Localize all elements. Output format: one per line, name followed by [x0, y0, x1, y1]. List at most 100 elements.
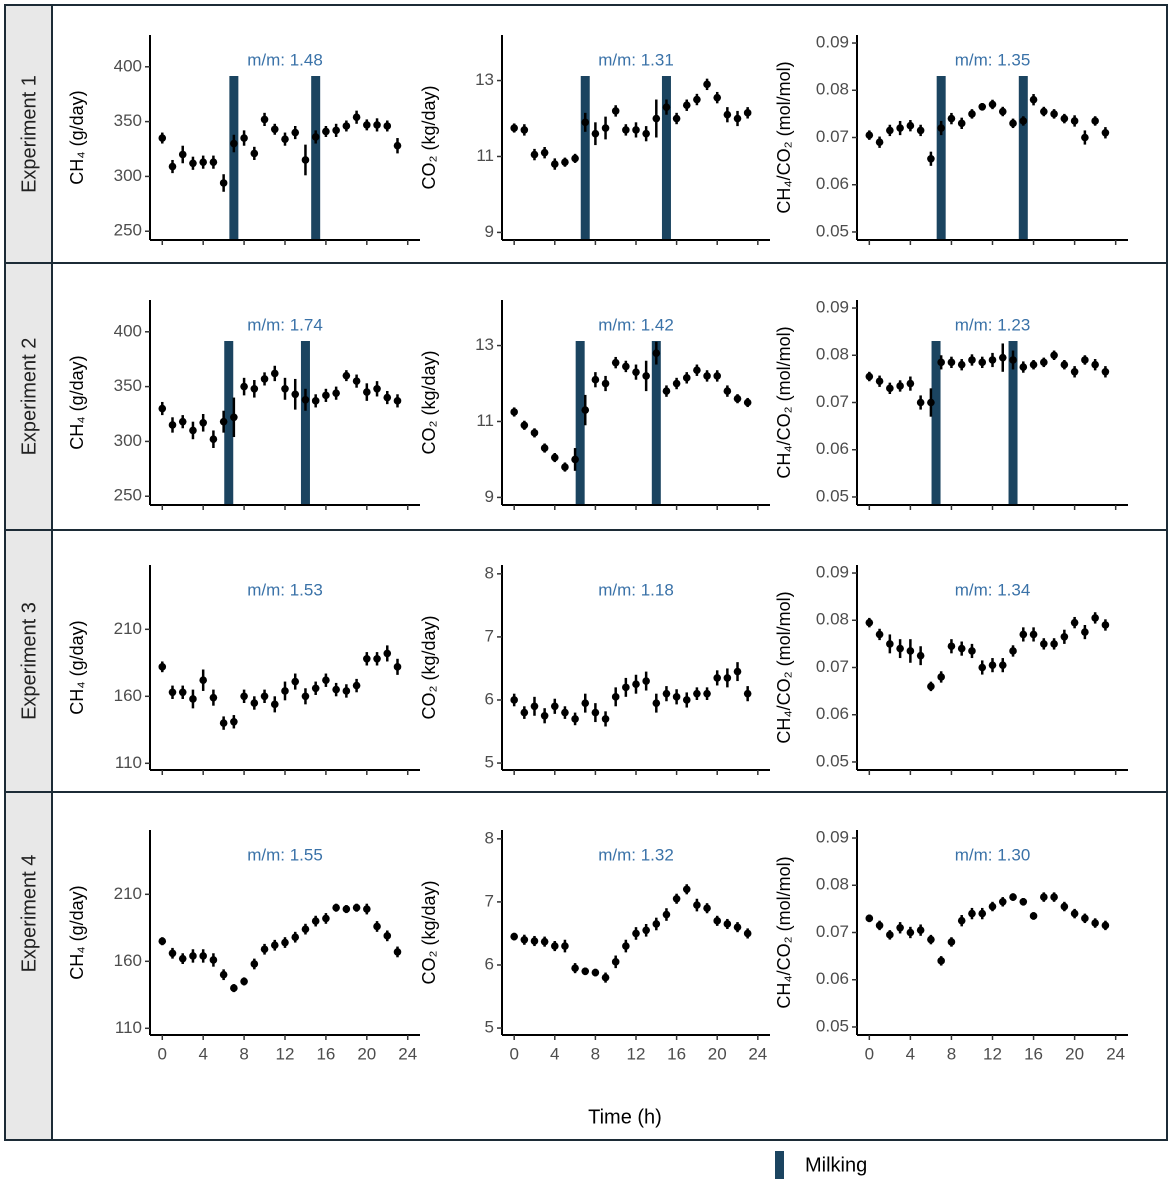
point	[1009, 893, 1017, 901]
x-tick-label: 8	[947, 1044, 956, 1063]
point	[230, 717, 238, 726]
point	[178, 954, 187, 963]
point	[1060, 114, 1069, 123]
point	[571, 964, 579, 972]
point	[301, 925, 310, 933]
point	[601, 379, 610, 388]
point	[540, 148, 549, 157]
y-tick-label: 0.07	[816, 657, 849, 676]
point	[896, 124, 904, 132]
point	[158, 663, 167, 671]
y-axis-title: CH₄/CO₂ (mol/mol)	[774, 326, 794, 478]
x-tick-label: 0	[865, 1044, 874, 1063]
point	[998, 107, 1007, 116]
y-tick-label: 8	[485, 563, 494, 582]
point	[530, 937, 539, 945]
point	[1050, 110, 1058, 118]
y-axis-title: CH₄ (g/day)	[67, 620, 87, 714]
point	[622, 126, 630, 134]
point	[281, 938, 289, 947]
point	[1081, 356, 1089, 364]
point	[682, 696, 691, 704]
y-tick-label: 0.07	[816, 392, 849, 411]
point	[875, 921, 884, 930]
point	[916, 651, 925, 660]
point	[1060, 632, 1069, 641]
point	[550, 702, 559, 711]
point	[561, 708, 569, 717]
point	[927, 154, 935, 163]
point	[168, 949, 177, 958]
point	[270, 369, 279, 378]
y-tick-label: 6	[485, 689, 494, 708]
point	[916, 398, 925, 407]
milking-band	[1008, 341, 1018, 505]
point	[291, 128, 300, 137]
point	[947, 114, 956, 123]
point	[1029, 912, 1038, 920]
y-tick-label: 9	[485, 487, 494, 506]
point	[632, 929, 640, 938]
point	[937, 124, 945, 132]
point	[743, 929, 752, 938]
y-tick-label: 210	[114, 619, 142, 638]
point	[703, 904, 711, 913]
y-tick-label: 13	[475, 70, 494, 89]
annotation: m/m: 1.48	[247, 50, 323, 69]
point	[178, 417, 187, 426]
point	[301, 692, 310, 701]
point	[1009, 356, 1017, 364]
point	[1091, 614, 1099, 622]
point	[260, 692, 269, 701]
point	[281, 135, 289, 143]
point	[672, 693, 681, 701]
point	[601, 124, 610, 132]
point	[886, 640, 894, 648]
row-strip	[4, 4, 53, 1141]
point	[601, 973, 610, 982]
y-tick-label: 11	[476, 411, 494, 430]
point	[642, 926, 650, 935]
point	[682, 885, 691, 894]
point	[311, 684, 320, 693]
point	[1029, 630, 1038, 639]
y-axis-title: CH₄ (g/day)	[67, 885, 87, 979]
point	[270, 125, 279, 134]
point	[383, 122, 392, 130]
milking-band	[300, 341, 310, 505]
point	[199, 676, 207, 685]
point	[510, 696, 518, 704]
milking-band	[651, 341, 661, 505]
x-tick-label: 12	[627, 1044, 646, 1063]
point	[1070, 618, 1079, 627]
point	[230, 984, 238, 992]
point	[611, 693, 620, 701]
point	[291, 390, 300, 399]
y-axis-title: CH₄/CO₂ (mol/mol)	[774, 856, 794, 1008]
point	[896, 644, 904, 653]
y-axis-title: CH₄/CO₂ (mol/mol)	[774, 61, 794, 213]
point	[865, 131, 874, 139]
point	[652, 920, 661, 928]
point	[947, 642, 956, 651]
y-tick-label: 5	[485, 1018, 494, 1037]
x-tick-label: 16	[667, 1044, 686, 1063]
point	[957, 916, 966, 925]
point	[1081, 914, 1089, 923]
y-tick-label: 0.05	[816, 486, 849, 505]
y-axis-title: CO₂ (kg/day)	[419, 85, 439, 189]
point	[178, 688, 187, 697]
point	[896, 382, 904, 390]
point	[363, 905, 371, 913]
x-tick-label: 8	[239, 1044, 248, 1063]
point	[1060, 902, 1069, 911]
point	[1101, 367, 1110, 376]
y-tick-label: 7	[485, 891, 494, 910]
y-tick-label: 210	[114, 884, 142, 903]
point	[1019, 363, 1028, 371]
point	[723, 110, 732, 119]
point	[743, 398, 752, 407]
y-tick-label: 0.08	[816, 875, 849, 894]
point	[662, 103, 671, 111]
